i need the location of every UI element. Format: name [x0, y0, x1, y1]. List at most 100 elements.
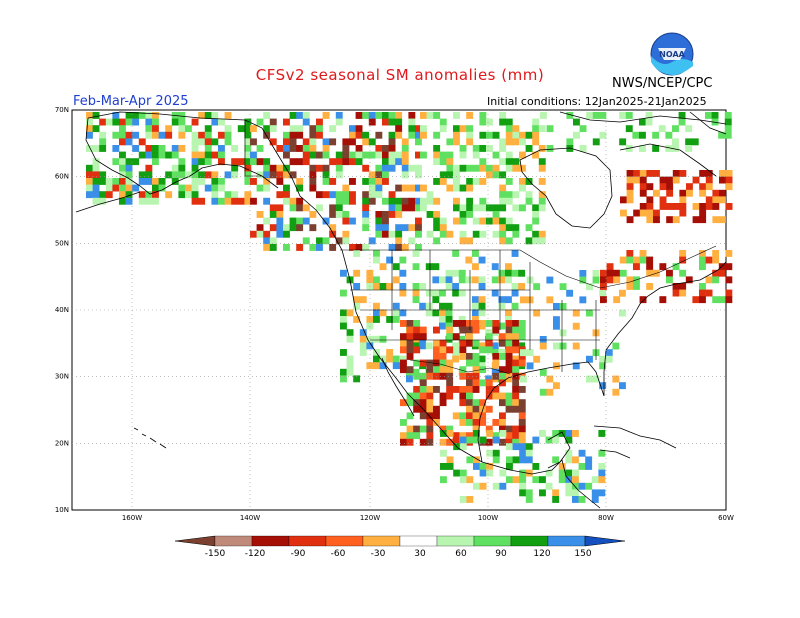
anomaly-cell	[705, 170, 713, 177]
anomaly-cell	[353, 375, 361, 383]
anomaly-cell	[532, 138, 540, 146]
anomaly-cell	[586, 112, 594, 119]
anomaly-cell	[112, 184, 120, 192]
anomaly-cell	[685, 276, 693, 284]
anomaly-cell	[439, 309, 446, 317]
anomaly-cell	[446, 386, 454, 393]
anomaly-cell	[302, 118, 310, 126]
anomaly-cell	[433, 386, 440, 393]
anomaly-cell	[269, 164, 277, 172]
anomaly-cell	[538, 204, 546, 212]
anomaly-cell	[612, 388, 620, 396]
anomaly-cell	[309, 184, 317, 192]
anomaly-cell	[395, 158, 403, 166]
anomaly-cell	[525, 224, 533, 232]
anomaly-cell	[672, 170, 680, 177]
anomaly-cell	[342, 217, 350, 225]
anomaly-cell	[406, 366, 414, 374]
anomaly-cell	[171, 118, 179, 126]
anomaly-cell	[342, 191, 350, 199]
anomaly-cell	[512, 158, 520, 166]
anomaly-cell	[512, 386, 520, 393]
anomaly-cell	[653, 189, 660, 197]
anomaly-cell	[553, 362, 560, 370]
anomaly-cell	[452, 289, 460, 297]
anomaly-cell	[302, 151, 310, 159]
anomaly-cell	[395, 204, 403, 212]
anomaly-cell	[152, 118, 159, 126]
anomaly-cell	[322, 191, 330, 199]
lat-label: 10N	[55, 506, 69, 514]
lat-label: 40N	[55, 306, 69, 314]
anomaly-cell	[408, 131, 416, 139]
anomaly-cell	[512, 476, 520, 484]
anomaly-cell	[366, 316, 374, 323]
anomaly-cell	[446, 164, 454, 172]
anomaly-cell	[433, 112, 441, 119]
anomaly-cell	[379, 283, 387, 290]
anomaly-cell	[479, 320, 487, 327]
anomaly-cell	[705, 176, 713, 184]
colorbar-label: -150	[205, 549, 226, 559]
anomaly-cell	[224, 125, 232, 133]
anomaly-cell	[340, 309, 347, 317]
anomaly-cell	[639, 118, 646, 126]
anomaly-cell	[572, 456, 579, 464]
anomaly-cell	[445, 316, 453, 323]
anomaly-cell	[539, 489, 546, 497]
anomaly-cell	[598, 476, 606, 484]
anomaly-cell	[322, 237, 330, 245]
anomaly-cell	[472, 359, 480, 367]
anomaly-cell	[400, 339, 407, 347]
anomaly-cell	[446, 366, 454, 374]
anomaly-cell	[426, 432, 434, 440]
anomaly-cell	[724, 112, 732, 119]
lon-label: 60W	[718, 514, 734, 522]
anomaly-cell	[392, 263, 400, 271]
anomaly-cell	[639, 203, 647, 210]
anomaly-cell	[572, 430, 579, 437]
anomaly-cell	[105, 118, 113, 126]
anomaly-cell	[340, 289, 347, 297]
anomaly-cell	[408, 204, 416, 212]
anomaly-cell	[316, 151, 323, 159]
anomaly-cell	[322, 171, 330, 179]
anomaly-cell	[375, 112, 383, 119]
anomaly-cell	[685, 145, 693, 152]
anomaly-cell	[256, 145, 264, 152]
anomaly-cell	[512, 432, 520, 440]
anomaly-cell	[362, 112, 370, 119]
anomaly-cell	[459, 432, 467, 440]
anomaly-cell	[492, 392, 500, 400]
anomaly-cell	[309, 131, 317, 139]
anomaly-cell	[171, 151, 179, 159]
anomaly-cell	[250, 197, 257, 205]
anomaly-cell	[283, 171, 290, 179]
anomaly-cell	[533, 355, 541, 363]
anomaly-cell	[152, 112, 159, 119]
anomaly-cell	[322, 217, 330, 225]
anomaly-cell	[486, 217, 493, 225]
anomaly-cell	[532, 463, 540, 470]
anomaly-cell	[512, 320, 520, 327]
anomaly-cell	[419, 333, 427, 341]
anomaly-cell	[453, 197, 460, 205]
anomaly-cell	[505, 151, 513, 159]
anomaly-cell	[425, 302, 433, 310]
anomaly-cell	[712, 269, 720, 277]
anomaly-cell	[446, 392, 454, 400]
anomaly-cell	[600, 269, 607, 277]
anomaly-cell	[653, 209, 660, 217]
anomaly-cell	[346, 335, 354, 343]
lon-label: 120W	[360, 514, 380, 522]
anomaly-cell	[138, 112, 146, 119]
anomaly-cell	[112, 178, 120, 185]
anomaly-cell	[191, 145, 199, 152]
anomaly-cell	[446, 359, 454, 367]
anomaly-cell	[289, 204, 297, 212]
anomaly-cell	[485, 386, 493, 393]
anomaly-cell	[191, 197, 199, 205]
anomaly-cell	[492, 353, 500, 360]
anomaly-cell	[639, 250, 647, 257]
anomaly-cell	[92, 184, 100, 192]
